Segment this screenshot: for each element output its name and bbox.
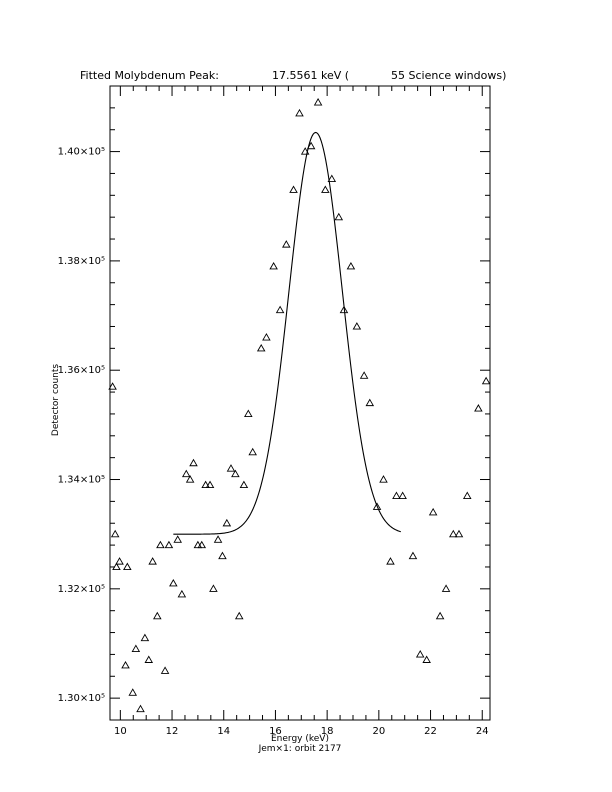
data-point-triangle xyxy=(306,141,316,150)
x-tick-label: 22 xyxy=(424,726,437,737)
data-point-triangle xyxy=(177,589,187,598)
data-point-triangle xyxy=(289,185,298,193)
data-point-triangle xyxy=(123,562,132,571)
data-point-triangle xyxy=(248,447,257,456)
data-point-triangle xyxy=(169,578,178,587)
data-point-triangle xyxy=(339,305,349,314)
x-axis: 10 12 14 16 18 20 22 24 xyxy=(114,86,489,737)
data-point-triangle xyxy=(365,398,375,407)
data-point-triangle xyxy=(205,480,215,489)
data-point-triangle xyxy=(185,475,195,483)
x-tick-label: 20 xyxy=(372,726,385,737)
data-point-triangle xyxy=(121,660,130,669)
x-tick-label: 12 xyxy=(166,726,179,737)
y-tick-label: 1.30×10⁵ xyxy=(58,693,105,704)
gaussian-fit-curve xyxy=(173,131,401,535)
data-point-triangle xyxy=(110,529,120,538)
data-point-triangle xyxy=(128,688,138,696)
data-point-triangle xyxy=(346,261,356,270)
data-point-triangle xyxy=(256,343,266,352)
data-point-triangle xyxy=(327,174,337,182)
data-point-triangle xyxy=(136,704,145,713)
data-point-triangle xyxy=(234,611,244,620)
data-point-triangle xyxy=(153,611,162,620)
y-tick-label: 1.32×10⁵ xyxy=(58,584,105,595)
data-point-triangle xyxy=(239,480,249,489)
data-point-triangle xyxy=(226,464,236,472)
y-tick-label: 1.34×10⁵ xyxy=(58,475,105,486)
x-tick-label: 16 xyxy=(269,726,282,737)
data-point-triangle xyxy=(144,655,154,663)
data-point-triangle xyxy=(222,518,232,527)
x-tick-label: 14 xyxy=(217,726,230,737)
data-point-triangle xyxy=(415,650,425,658)
data-point-triangle xyxy=(112,562,121,571)
title-energy: 17.5561 keV ( xyxy=(272,69,349,82)
data-point-triangle xyxy=(435,611,445,620)
data-point-triangle xyxy=(398,491,407,499)
data-point-triangle xyxy=(108,382,117,390)
data-point-triangle xyxy=(372,502,382,510)
x-axis-label: Energy (keV) xyxy=(271,734,329,744)
data-point-triangle xyxy=(173,535,183,543)
data-point-triangle xyxy=(334,212,344,221)
data-point-triangle xyxy=(262,333,271,341)
data-point-triangle xyxy=(218,551,227,560)
data-point-triangle xyxy=(269,261,278,270)
y-tick-label: 1.36×10⁵ xyxy=(58,365,105,376)
data-point-triangle xyxy=(474,404,483,412)
x-tick-label: 18 xyxy=(321,726,334,737)
data-point-triangle xyxy=(275,305,285,314)
data-point-triangle xyxy=(359,371,369,379)
data-point-triangle xyxy=(481,376,491,385)
data-point-triangle xyxy=(295,108,304,117)
data-points xyxy=(108,97,491,713)
data-point-triangle xyxy=(392,491,401,499)
data-point-triangle xyxy=(197,540,207,549)
x-tick-label: 10 xyxy=(114,726,127,737)
data-point-triangle xyxy=(181,469,191,478)
data-point-triangle xyxy=(313,97,323,106)
title-windows: 55 Science windows) xyxy=(391,69,506,82)
title-label: Fitted Molybdenum Peak: xyxy=(80,69,219,82)
data-point-triangle xyxy=(449,529,458,538)
chart-subtitle: Jem×1: orbit 2177 xyxy=(258,744,342,754)
data-point-triangle xyxy=(300,147,310,155)
data-point-triangle xyxy=(160,666,170,674)
data-point-triangle xyxy=(209,584,218,592)
y-axis-label: Detector counts xyxy=(51,364,61,436)
data-point-triangle xyxy=(115,557,124,565)
data-point-triangle xyxy=(408,551,418,560)
data-point-triangle xyxy=(352,322,362,330)
data-point-triangle xyxy=(462,491,472,499)
data-point-triangle xyxy=(131,644,141,653)
data-point-triangle xyxy=(213,535,223,543)
data-point-triangle xyxy=(148,557,157,565)
data-point-triangle xyxy=(164,540,174,549)
data-point-triangle xyxy=(282,240,291,248)
y-tick-label: 1.40×10⁵ xyxy=(58,147,105,158)
plot-frame xyxy=(109,85,491,721)
x-tick-label: 24 xyxy=(476,726,489,737)
data-point-triangle xyxy=(379,475,388,483)
data-point-triangle xyxy=(156,540,165,549)
chart-title: Fitted Molybdenum Peak: 17.5561 keV ( 55… xyxy=(80,69,506,82)
data-point-triangle xyxy=(386,557,395,565)
data-point-triangle xyxy=(422,655,431,663)
data-point-triangle xyxy=(140,633,150,642)
data-point-triangle xyxy=(189,458,198,467)
data-point-triangle xyxy=(244,409,253,418)
data-point-triangle xyxy=(428,507,438,516)
y-tick-label: 1.38×10⁵ xyxy=(58,256,105,267)
data-point-triangle xyxy=(321,185,330,193)
y-axis: 1.30×10⁵ 1.32×10⁵ 1.34×10⁵ 1.36×10⁵ 1.38×10⁵… xyxy=(58,85,490,721)
data-point-triangle xyxy=(201,480,210,489)
data-point-triangle xyxy=(454,529,464,538)
data-point-triangle xyxy=(231,469,240,478)
data-point-triangle xyxy=(441,584,451,592)
